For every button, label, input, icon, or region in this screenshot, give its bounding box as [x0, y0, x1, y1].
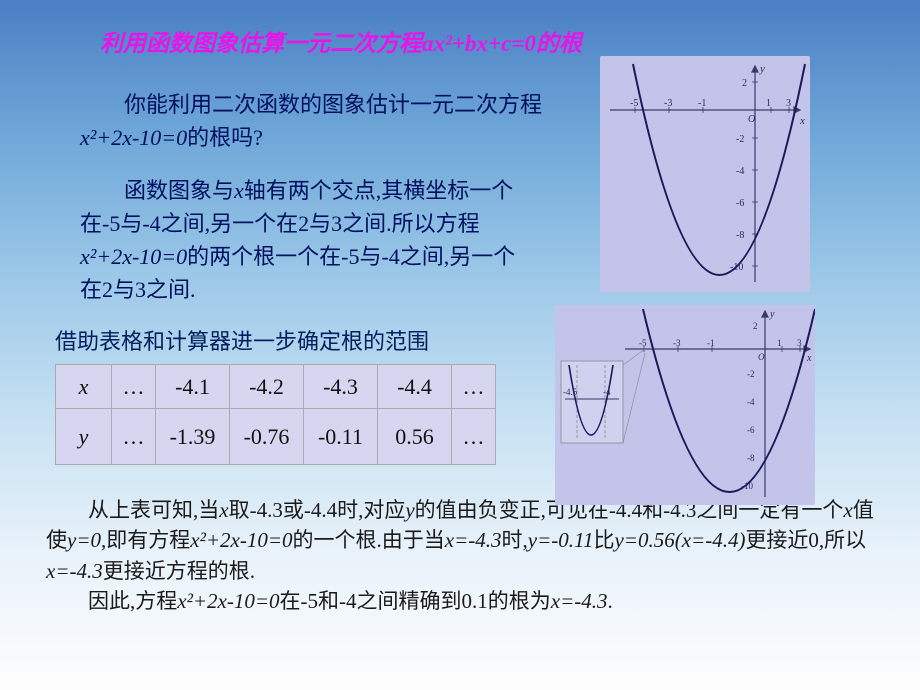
c-xm43: x=-4.3: [445, 528, 502, 552]
c-y: y: [405, 498, 414, 522]
svg-text:x: x: [799, 115, 805, 127]
svg-text:-10: -10: [741, 481, 753, 491]
svg-text:x: x: [806, 353, 812, 364]
cell: -0.11: [304, 409, 378, 465]
cell: …: [452, 365, 496, 409]
explanation-paragraph: 函数图象与x轴有两个交点,其横坐标一个在-5与-4之间,另一个在2与3之间.所以…: [0, 154, 520, 306]
svg-text:-5: -5: [639, 338, 647, 348]
c-b: 取-4.3或-4.4时,对应: [229, 498, 406, 522]
cell: …: [112, 409, 156, 465]
svg-text:-6: -6: [736, 198, 744, 209]
svg-text:-2: -2: [747, 369, 755, 379]
cell: -1.39: [156, 409, 230, 465]
svg-text:-1: -1: [707, 338, 715, 348]
cell: -4.1: [156, 365, 230, 409]
cell-x-header: x: [56, 365, 112, 409]
svg-text:-1: -1: [698, 98, 706, 109]
c-eq: x²+2x-10=0: [190, 528, 292, 552]
q-equation: x²+2x-10=0: [80, 125, 187, 150]
c-j: 更接近方程的根.: [103, 559, 255, 583]
svg-text:1: 1: [777, 338, 782, 348]
svg-text:-5: -5: [630, 98, 638, 109]
c2-b: 在-5和-4之间精确到0.1的根为: [280, 589, 551, 613]
svg-text:y: y: [759, 63, 765, 75]
cell-y-header: y: [56, 409, 112, 465]
c-ym011: y=-0.11: [528, 528, 594, 552]
c-g: 时,: [502, 528, 528, 552]
c-xm43b: x=-4.3: [46, 559, 103, 583]
q-text-a: 你能利用二次函数的图象估计一元二次方程: [124, 92, 542, 117]
title-post: 的根: [536, 31, 582, 56]
cell: -4.2: [230, 365, 304, 409]
table-row: y … -1.39 -0.76 -0.11 0.56 …: [56, 409, 496, 465]
svg-text:-3: -3: [673, 338, 681, 348]
table-row: x … -4.1 -4.2 -4.3 -4.4 …: [56, 365, 496, 409]
svg-text:1: 1: [766, 98, 771, 109]
c-a: 从上表可知,当: [88, 498, 219, 522]
parabola-graph-1: y x -5-3-113 2 -2-4-6-8-10 O: [600, 56, 810, 292]
parabola-graph-2-zoom: y x -5 -3 -1 1 3 2 -2 -4 -6 -8 -10 O -4.5 -4: [555, 305, 815, 505]
c-x2: x: [843, 498, 852, 522]
exp-x: x: [234, 178, 244, 203]
exp-a: 函数图象与: [124, 178, 234, 203]
c2-c: .: [608, 589, 613, 613]
c-y0: y=0: [67, 528, 101, 552]
svg-text:3: 3: [786, 98, 791, 109]
svg-text:-8: -8: [736, 230, 744, 241]
title-equation: ax²+bx+c=0: [422, 31, 536, 56]
svg-text:-4: -4: [747, 397, 755, 407]
svg-text:O: O: [758, 352, 765, 362]
c-x: x: [219, 498, 228, 522]
svg-text:y: y: [769, 309, 775, 320]
c2-a: 因此,方程: [88, 589, 177, 613]
exp-eq: x²+2x-10=0: [80, 244, 187, 269]
title-pre: 利用函数图象估算一元二次方程: [100, 31, 422, 56]
svg-text:-8: -8: [747, 453, 755, 463]
c-i: 更接近0,所以: [745, 528, 866, 552]
svg-text:-6: -6: [747, 425, 755, 435]
svg-text:2: 2: [742, 78, 747, 89]
svg-text:-2: -2: [736, 134, 744, 145]
svg-text:-3: -3: [664, 98, 672, 109]
svg-text:-4: -4: [603, 387, 611, 397]
c-y056: y=0.56(x=-4.4): [614, 528, 745, 552]
cell: 0.56: [378, 409, 452, 465]
c-h: 比: [593, 528, 614, 552]
c2-x: x=-4.3: [551, 589, 608, 613]
svg-text:3: 3: [797, 338, 802, 348]
svg-text:-4.5: -4.5: [563, 387, 578, 397]
page-title: 利用函数图象估算一元二次方程ax²+bx+c=0的根: [0, 0, 920, 58]
cell: …: [112, 365, 156, 409]
cell: -0.76: [230, 409, 304, 465]
cell: -4.4: [378, 365, 452, 409]
c-e: ,即有方程: [101, 528, 190, 552]
c2-eq: x²+2x-10=0: [177, 589, 279, 613]
svg-text:O: O: [748, 114, 755, 125]
cell: -4.3: [304, 365, 378, 409]
cell: …: [452, 409, 496, 465]
c-f: 的一个根.由于当: [293, 528, 445, 552]
svg-text:2: 2: [753, 321, 758, 331]
q-text-b: 的根吗?: [187, 125, 263, 150]
question-paragraph: 你能利用二次函数的图象估计一元二次方程 x²+2x-10=0的根吗?: [0, 58, 560, 154]
values-table: x … -4.1 -4.2 -4.3 -4.4 … y … -1.39 -0.7…: [55, 364, 496, 465]
svg-text:-4: -4: [736, 166, 744, 177]
